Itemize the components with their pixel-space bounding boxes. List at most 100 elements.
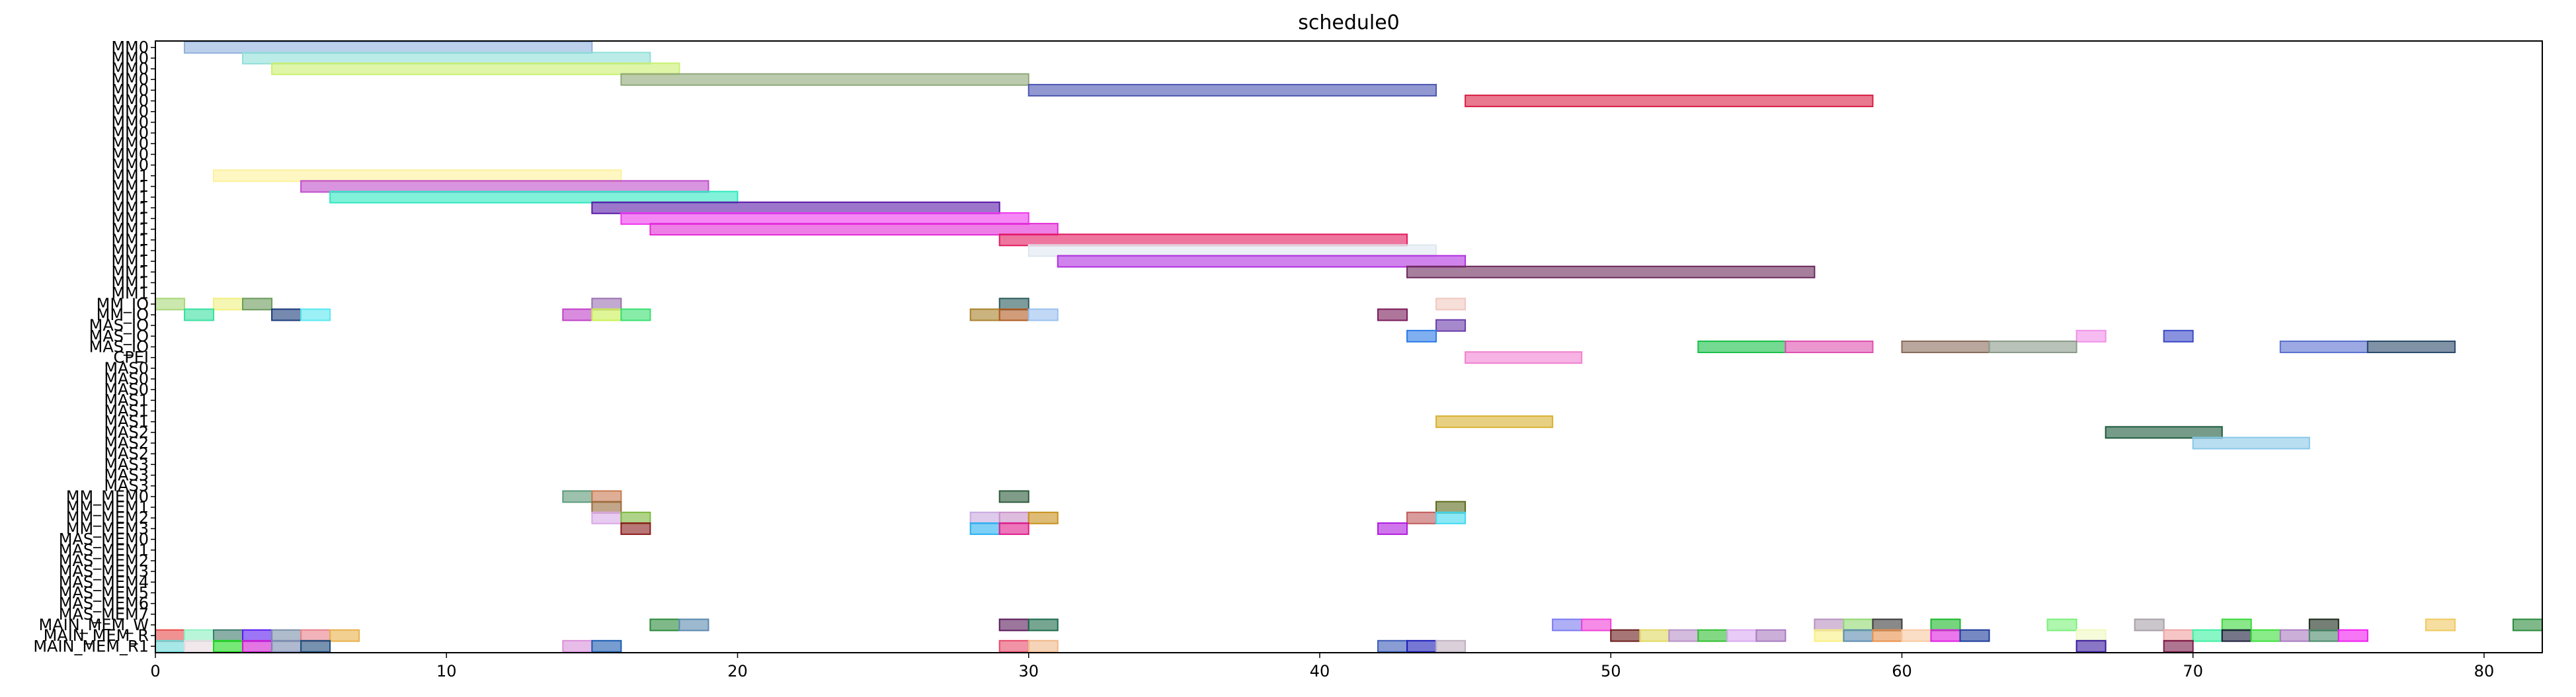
task-bar bbox=[242, 52, 651, 65]
y-tick-label: MM_IO bbox=[97, 306, 149, 324]
task-bar bbox=[1843, 629, 1874, 642]
task-bar bbox=[1406, 639, 1437, 653]
task-bar bbox=[1435, 415, 1554, 429]
task-bar bbox=[1027, 83, 1437, 97]
y-tick-label: MM1 bbox=[111, 188, 149, 206]
task-bar bbox=[1930, 629, 1961, 642]
task-bar bbox=[969, 522, 1000, 535]
y-tick-label: MM1 bbox=[111, 167, 149, 185]
y-tick-label: MM_IO bbox=[97, 295, 149, 313]
task-bar bbox=[271, 308, 302, 321]
task-bar bbox=[1377, 522, 1408, 535]
task-bar bbox=[1027, 511, 1059, 524]
task-bar bbox=[1988, 341, 2077, 353]
y-tick-label: MM1 bbox=[111, 177, 149, 196]
y-tick-label: MM0 bbox=[111, 113, 149, 132]
task-bar bbox=[1726, 629, 1757, 642]
y-tick-label: MM0 bbox=[111, 38, 149, 57]
task-bar bbox=[998, 308, 1029, 321]
y-tick-label: MAS1 bbox=[104, 402, 149, 421]
y-tick-label: MM0 bbox=[111, 145, 149, 163]
task-bar bbox=[2163, 639, 2194, 653]
task-bar bbox=[2221, 618, 2252, 632]
x-tick-label: 50 bbox=[1601, 662, 1621, 680]
task-bar bbox=[1872, 618, 1903, 632]
y-tick-label: MM0 bbox=[111, 156, 149, 175]
y-tick-label: MM1 bbox=[111, 273, 149, 292]
y-tick-label: MAIN_MEM_W bbox=[39, 616, 149, 634]
task-bar bbox=[213, 639, 244, 653]
task-bar bbox=[1406, 511, 1437, 524]
task-bar bbox=[213, 629, 244, 642]
y-tick-label: MAIN_MEM_R bbox=[44, 626, 149, 645]
x-tick-label: 80 bbox=[2474, 662, 2495, 680]
task-bar bbox=[998, 522, 1029, 535]
task-bar bbox=[242, 298, 273, 311]
task-bar bbox=[1872, 629, 1903, 642]
y-tick-label: MM1 bbox=[111, 198, 149, 217]
plot-frame bbox=[155, 40, 2543, 653]
task-bar bbox=[1697, 341, 1787, 353]
task-bar bbox=[2250, 629, 2281, 642]
task-bar bbox=[155, 629, 186, 642]
x-tick-label: 40 bbox=[1310, 662, 1330, 680]
task-bar bbox=[1465, 351, 1583, 364]
task-bar bbox=[2425, 618, 2456, 632]
y-tick-label: MM0 bbox=[111, 124, 149, 142]
y-tick-label: MAS0 bbox=[104, 380, 149, 399]
y-tick-label: MAS1 bbox=[104, 413, 149, 431]
task-bar bbox=[1581, 618, 1612, 632]
task-bar bbox=[1027, 639, 1059, 653]
task-bar bbox=[620, 212, 1029, 225]
y-tick-label: MM_MEM1 bbox=[66, 498, 149, 516]
task-bar bbox=[562, 639, 593, 653]
y-tick-label: MM0 bbox=[111, 92, 149, 110]
x-tick-label: 30 bbox=[1018, 662, 1039, 680]
task-bar bbox=[620, 308, 651, 321]
task-bar bbox=[2308, 618, 2339, 632]
task-bar bbox=[1959, 629, 1990, 642]
y-tick-label: MAS_MEM3 bbox=[59, 562, 149, 581]
task-bar bbox=[184, 639, 215, 653]
task-bar bbox=[2075, 639, 2107, 653]
y-tick-label: MM_MEM2 bbox=[66, 509, 149, 527]
task-bar bbox=[1435, 319, 1467, 332]
task-bar bbox=[2308, 629, 2339, 642]
task-bar bbox=[1843, 618, 1874, 632]
task-bar bbox=[998, 511, 1029, 524]
task-bar bbox=[2105, 426, 2223, 439]
task-bar bbox=[969, 308, 1000, 321]
y-tick-label: MAS3 bbox=[104, 455, 149, 473]
task-bar bbox=[1552, 618, 1583, 632]
task-bar bbox=[1027, 244, 1437, 257]
task-bar bbox=[998, 490, 1029, 503]
task-bar bbox=[184, 41, 593, 54]
task-bar bbox=[998, 298, 1029, 311]
y-tick-label: MAS_IO bbox=[89, 316, 149, 335]
task-bar bbox=[562, 308, 593, 321]
y-tick-label: MAS_MEM4 bbox=[59, 573, 149, 591]
task-bar bbox=[2279, 629, 2310, 642]
y-tick-label: MAS0 bbox=[104, 370, 149, 388]
y-tick-label: MM0 bbox=[111, 134, 149, 153]
task-bar bbox=[2163, 329, 2194, 343]
task-bar bbox=[213, 169, 622, 183]
task-bar bbox=[591, 298, 622, 311]
task-bar bbox=[2163, 629, 2194, 642]
task-bar bbox=[300, 308, 331, 321]
task-bar bbox=[1435, 511, 1467, 524]
y-tick-label: MAIN_MEM_R1 bbox=[33, 637, 149, 655]
x-tick-label: 70 bbox=[2183, 662, 2203, 680]
task-bar bbox=[2192, 629, 2223, 642]
y-tick-label: MM1 bbox=[111, 284, 149, 303]
task-bar bbox=[591, 490, 622, 503]
task-bar bbox=[969, 511, 1000, 524]
task-bar bbox=[1755, 629, 1787, 642]
task-bar bbox=[1027, 308, 1059, 321]
x-tick-label: 0 bbox=[150, 662, 160, 680]
task-bar bbox=[2046, 618, 2077, 632]
y-tick-label: MAS_MEM6 bbox=[59, 594, 149, 613]
y-tick-label: MAS3 bbox=[104, 466, 149, 485]
x-tick-label: 20 bbox=[727, 662, 748, 680]
